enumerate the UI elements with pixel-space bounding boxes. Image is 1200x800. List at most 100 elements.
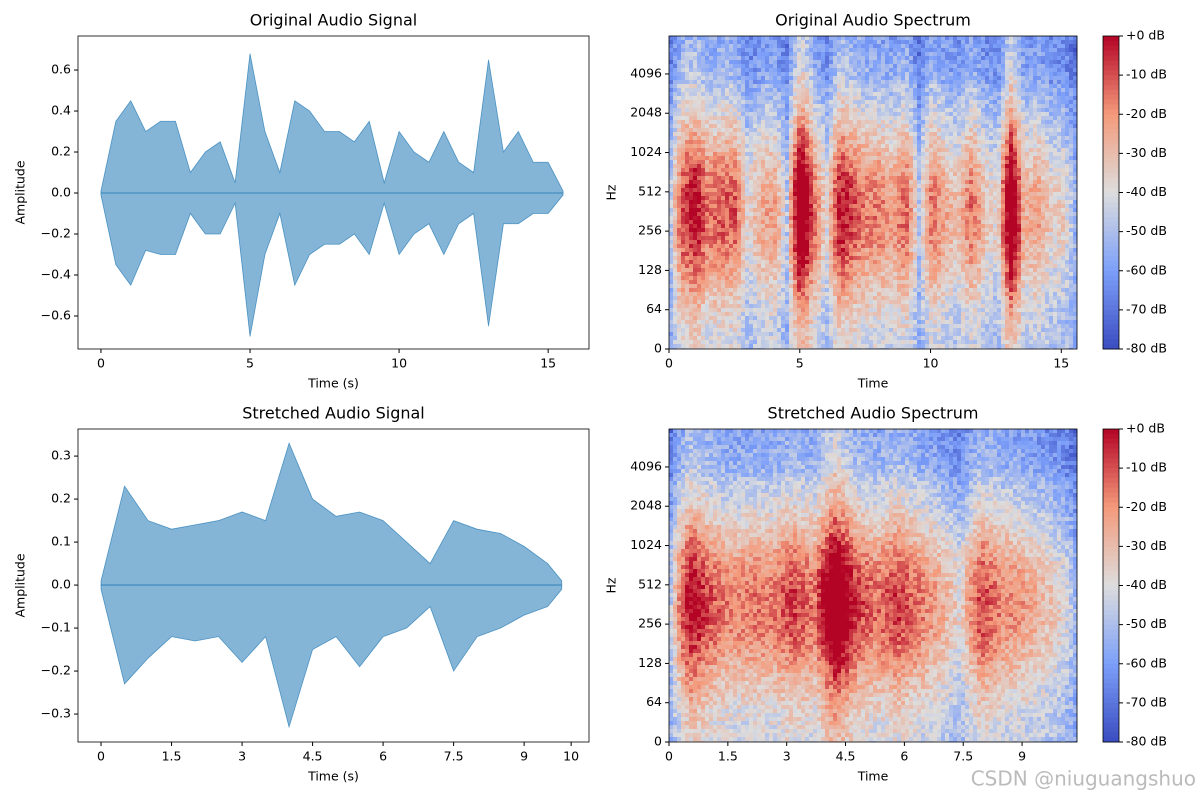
spectrogram-cell — [853, 340, 858, 345]
spectrogram-cell — [777, 324, 782, 329]
spectrogram-cell — [725, 112, 730, 117]
spectrogram-cell — [765, 284, 770, 289]
spectrogram-cell — [877, 240, 882, 245]
spectrogram-cell — [673, 56, 678, 61]
spectrogram-cell — [689, 260, 694, 265]
spectrogram-cell — [689, 196, 694, 201]
spectrogram-cell — [709, 76, 714, 81]
spectrogram-cell — [685, 72, 690, 77]
spectrogram-cell — [909, 156, 914, 161]
spectrogram-cell — [805, 228, 810, 233]
spectrogram-cell — [873, 312, 878, 317]
spectrogram-cell — [785, 188, 790, 193]
spectrogram-cell — [741, 92, 746, 97]
spectrogram-cell — [673, 252, 678, 257]
spectrogram-cell — [749, 328, 754, 333]
spectrogram-cell — [777, 244, 782, 249]
spectrogram-cell — [765, 220, 770, 225]
spectrogram-cell — [873, 68, 878, 73]
spectrogram-cell — [841, 300, 846, 305]
spectrogram-cell — [813, 180, 818, 185]
spectrogram-cell — [889, 128, 894, 133]
spectrogram-cell — [905, 232, 910, 237]
spectrogram-cell — [721, 188, 726, 193]
spectrogram-cell — [709, 160, 714, 165]
spectrogram-cell — [773, 316, 778, 321]
spectrogram-cell — [741, 116, 746, 121]
spectrogram-cell — [685, 344, 690, 349]
spectrogram-cell — [849, 48, 854, 53]
spectrogram-cell — [713, 296, 718, 301]
spectrogram-cell — [745, 296, 750, 301]
spectrogram-cell — [721, 208, 726, 213]
spectrogram-cell — [817, 280, 822, 285]
spectrogram-cell — [705, 200, 710, 205]
spectrogram-cell — [881, 308, 886, 313]
spectrogram-cell — [821, 64, 826, 69]
spectrogram-cell — [709, 52, 714, 57]
spectrogram-cell — [829, 148, 834, 153]
spectrogram-cell — [789, 44, 794, 49]
spectrogram-cell — [797, 48, 802, 53]
spectrogram-cell — [693, 52, 698, 57]
spectrogram-cell — [705, 52, 710, 57]
spectrogram-cell — [733, 148, 738, 153]
spectrogram-cell — [897, 68, 902, 73]
spectrogram-cell — [861, 92, 866, 97]
spectrogram-cell — [753, 216, 758, 221]
spectrogram-cell — [901, 124, 906, 129]
spectrogram-cell — [909, 332, 914, 337]
spectrogram-cell — [849, 44, 854, 49]
spectrogram-cell — [765, 84, 770, 89]
spectrogram-cell — [801, 136, 806, 141]
spectrogram-cell — [733, 200, 738, 205]
spectrogram-cell — [729, 188, 734, 193]
spectrogram-cell — [773, 296, 778, 301]
spectrogram-cell — [901, 296, 906, 301]
spectrogram-cell — [725, 344, 730, 349]
spectrogram-cell — [777, 256, 782, 261]
spectrogram-cell — [865, 232, 870, 237]
spectrogram-cell — [709, 44, 714, 49]
spectrogram-cell — [865, 244, 870, 249]
spectrogram-cell — [909, 92, 914, 97]
spectrogram-cell — [697, 84, 702, 89]
spectrogram-cell — [789, 92, 794, 97]
spectrogram-cell — [805, 124, 810, 129]
spectrogram-cell — [761, 308, 766, 313]
spectrogram-cell — [673, 264, 678, 269]
spectrogram-cell — [733, 132, 738, 137]
spectrogram-cell — [825, 284, 830, 289]
spectrogram-cell — [833, 120, 838, 125]
spectrogram-cell — [693, 132, 698, 137]
spectrogram-cell — [853, 192, 858, 197]
spectrogram-cell — [769, 52, 774, 57]
spectrogram-cell — [909, 252, 914, 257]
spectrogram-cell — [749, 204, 754, 209]
spectrogram-cell — [773, 200, 778, 205]
spectrogram-cell — [761, 80, 766, 85]
spectrogram-cell — [749, 160, 754, 165]
spectrogram-cell — [741, 288, 746, 293]
spectrogram-cell — [913, 288, 918, 293]
spectrogram-cell — [825, 144, 830, 149]
spectrogram-cell — [785, 52, 790, 57]
spectrogram-cell — [757, 256, 762, 261]
spectrogram-cell — [725, 156, 730, 161]
spectrogram-cell — [805, 148, 810, 153]
spectrogram-cell — [677, 308, 682, 313]
spectrogram-cell — [917, 224, 922, 229]
spectrogram-cell — [681, 128, 686, 133]
spectrogram-cell — [841, 288, 846, 293]
spectrogram-cell — [893, 72, 898, 77]
spectrogram-cell — [817, 324, 822, 329]
spectrogram-cell — [817, 36, 822, 41]
spectrogram-cell — [909, 288, 914, 293]
spectrogram-cell — [729, 176, 734, 181]
spectrogram-cell — [749, 100, 754, 105]
spectrogram-cell — [825, 52, 830, 57]
spectrogram-cell — [765, 296, 770, 301]
spectrogram-cell — [673, 100, 678, 105]
spectrogram-cell — [745, 120, 750, 125]
spectrogram-cell — [805, 112, 810, 117]
